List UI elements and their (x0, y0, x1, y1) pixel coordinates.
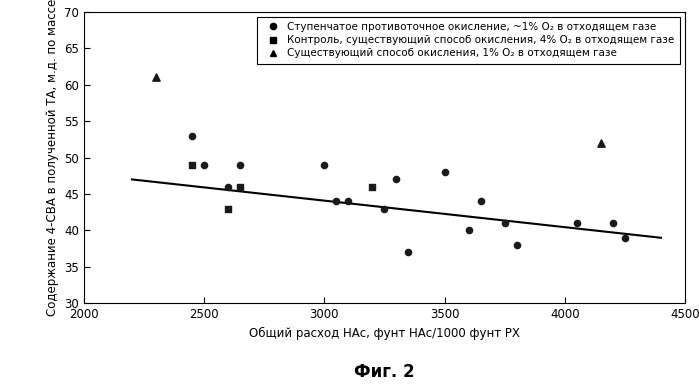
Point (607, 220, 619, 226)
Text: Фиг. 2: Фиг. 2 (354, 363, 415, 381)
Point (187, 133, 198, 139)
Point (511, 242, 522, 248)
Point (499, 220, 510, 226)
Legend: Ступенчатое противоточное окисление, ~1% O₂ в отходящем газе, Контроль, существу: Ступенчатое противоточное окисление, ~1%… (257, 17, 680, 63)
Y-axis label: Содержание 4-СВА в полученной ТА, м.д. по массе: Содержание 4-СВА в полученной ТА, м.д. п… (45, 0, 59, 316)
Point (319, 162, 330, 168)
Point (343, 198, 354, 205)
Point (596, 140, 607, 146)
Point (235, 184, 246, 190)
Point (391, 176, 402, 182)
Point (367, 184, 378, 190)
Point (403, 249, 414, 256)
Point (235, 162, 246, 168)
Point (439, 169, 450, 175)
Point (379, 205, 390, 212)
Point (475, 198, 487, 205)
Point (571, 220, 582, 226)
Point (463, 227, 474, 233)
X-axis label: Общий расход НАс, фунт НАс/1000 фунт РХ: Общий расход НАс, фунт НАс/1000 фунт РХ (249, 327, 520, 340)
Point (619, 235, 630, 241)
Point (222, 184, 233, 190)
Point (331, 198, 342, 205)
Point (222, 205, 233, 212)
Point (150, 74, 161, 81)
Point (199, 162, 210, 168)
Point (187, 162, 198, 168)
